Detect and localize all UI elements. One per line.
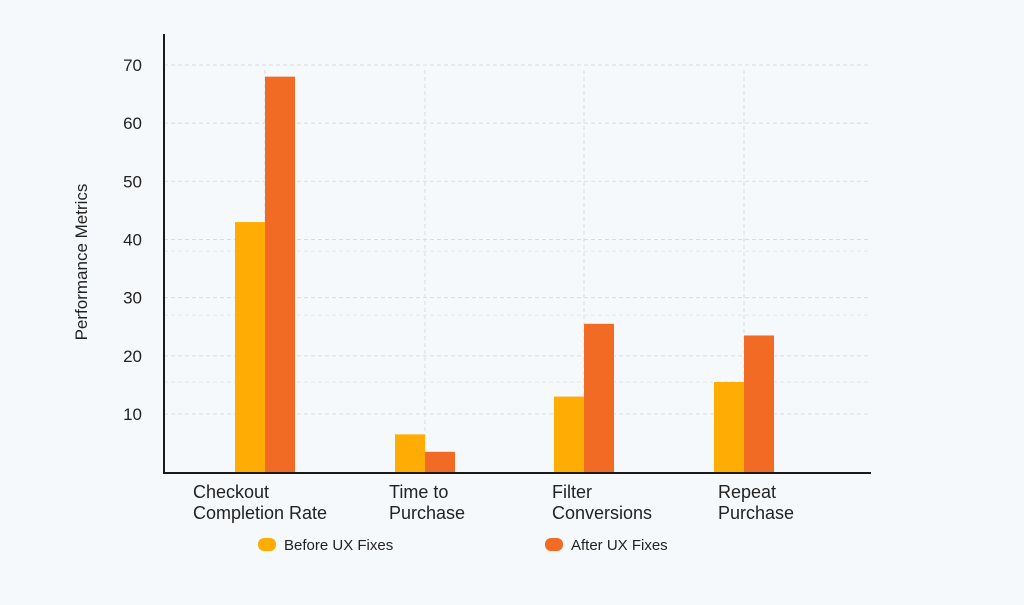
y-axis-title: Performance Metrics [72, 184, 91, 341]
x-category-label: Repeat [718, 482, 776, 502]
x-category-label: Conversions [552, 503, 652, 523]
bar-before-2 [554, 396, 584, 473]
legend: Before UX Fixes After UX Fixes [258, 537, 668, 554]
bar-after-2 [584, 323, 614, 473]
x-category-label: Purchase [718, 503, 794, 523]
legend-swatch [545, 538, 563, 551]
y-tick-label: 20 [123, 347, 142, 366]
x-category-label: Time to [389, 482, 448, 502]
bar-after-3 [744, 335, 774, 473]
legend-label: Before UX Fixes [284, 537, 393, 554]
x-category-label: Checkout [193, 482, 269, 502]
y-tick-label: 10 [123, 405, 142, 424]
y-tick-label: 70 [123, 56, 142, 75]
y-tick-label: 60 [123, 114, 142, 133]
legend-label: After UX Fixes [571, 537, 668, 554]
y-tick-label: 50 [123, 172, 142, 191]
bar-before-0 [235, 222, 265, 473]
bar-before-1 [395, 434, 425, 473]
bar-before-3 [714, 382, 744, 473]
x-category-label: Purchase [389, 503, 465, 523]
x-category-label: Filter [552, 482, 592, 502]
bar-layer [235, 76, 774, 473]
bar-after-1 [425, 451, 455, 473]
legend-swatch [258, 538, 276, 551]
x-category-label: Completion Rate [193, 503, 327, 523]
axis-layer [163, 34, 871, 474]
y-tick-label: 40 [123, 231, 142, 250]
y-tick-label: 30 [123, 289, 142, 308]
bar-after-0 [265, 76, 295, 473]
